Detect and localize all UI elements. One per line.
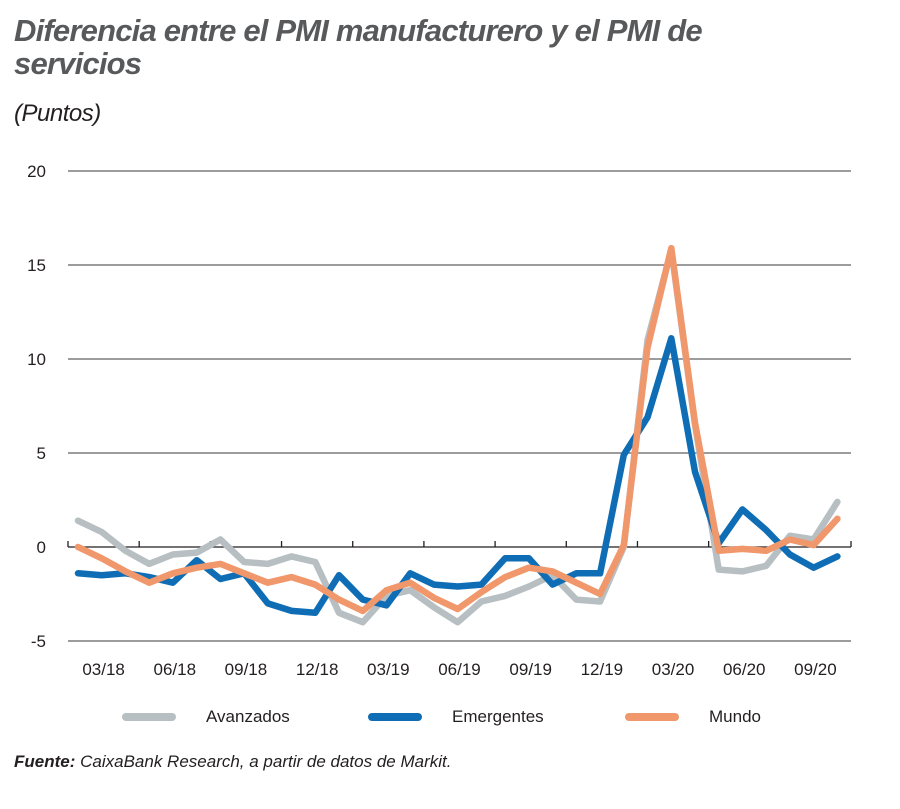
source-label: Fuente: [14,752,76,771]
legend-swatch-mundo [625,713,679,721]
x-tick-label: 03/20 [652,660,695,679]
y-tick-label: 10 [27,350,46,369]
legend-swatch-emergentes [368,713,422,721]
x-tick-label: 12/19 [581,660,624,679]
x-tick-label: 03/18 [82,660,125,679]
y-axis-ticks: 20 15 10 5 0 -5 [27,162,46,651]
line-chart: 20 15 10 5 0 -5 03/18 06/18 09/18 12/18 03/19 06/1… [27,162,852,679]
legend-label-emergentes: Emergentes [452,707,544,726]
gridlines [68,170,851,642]
y-tick-label: 5 [37,444,46,463]
legend-item-mundo: Mundo [625,707,761,727]
legend: Avanzados Emergentes Mundo [0,707,900,733]
chart-subtitle: (Puntos) [14,100,101,127]
x-tick-label: 09/20 [794,660,837,679]
chart-title: Diferencia entre el PMI manufacturero y … [14,13,703,81]
y-tick-label: -5 [31,632,46,651]
legend-label-avanzados: Avanzados [206,707,290,726]
legend-item-emergentes: Emergentes [368,707,544,727]
x-axis-tick-labels: 03/18 06/18 09/18 12/18 03/19 06/19 09/19 12/19… [82,660,836,679]
x-tick-label: 12/18 [296,660,339,679]
legend-item-avanzados: Avanzados [122,707,290,727]
source-note: Fuente: CaixaBank Research, a partir de … [14,752,451,772]
y-tick-label: 0 [37,538,46,557]
x-tick-label: 09/18 [225,660,268,679]
source-text: CaixaBank Research, a partir de datos de… [75,752,452,771]
x-axis [67,541,852,548]
y-tick-label: 20 [27,162,46,181]
legend-label-mundo: Mundo [709,707,761,726]
x-tick-label: 06/20 [723,660,766,679]
legend-swatch-avanzados [122,713,176,721]
x-tick-label: 06/18 [153,660,196,679]
y-tick-label: 15 [27,256,46,275]
series-line-mundo [74,244,841,615]
x-tick-label: 03/19 [367,660,410,679]
x-tick-label: 06/19 [438,660,481,679]
x-tick-label: 09/19 [509,660,552,679]
series-lines [74,244,841,626]
